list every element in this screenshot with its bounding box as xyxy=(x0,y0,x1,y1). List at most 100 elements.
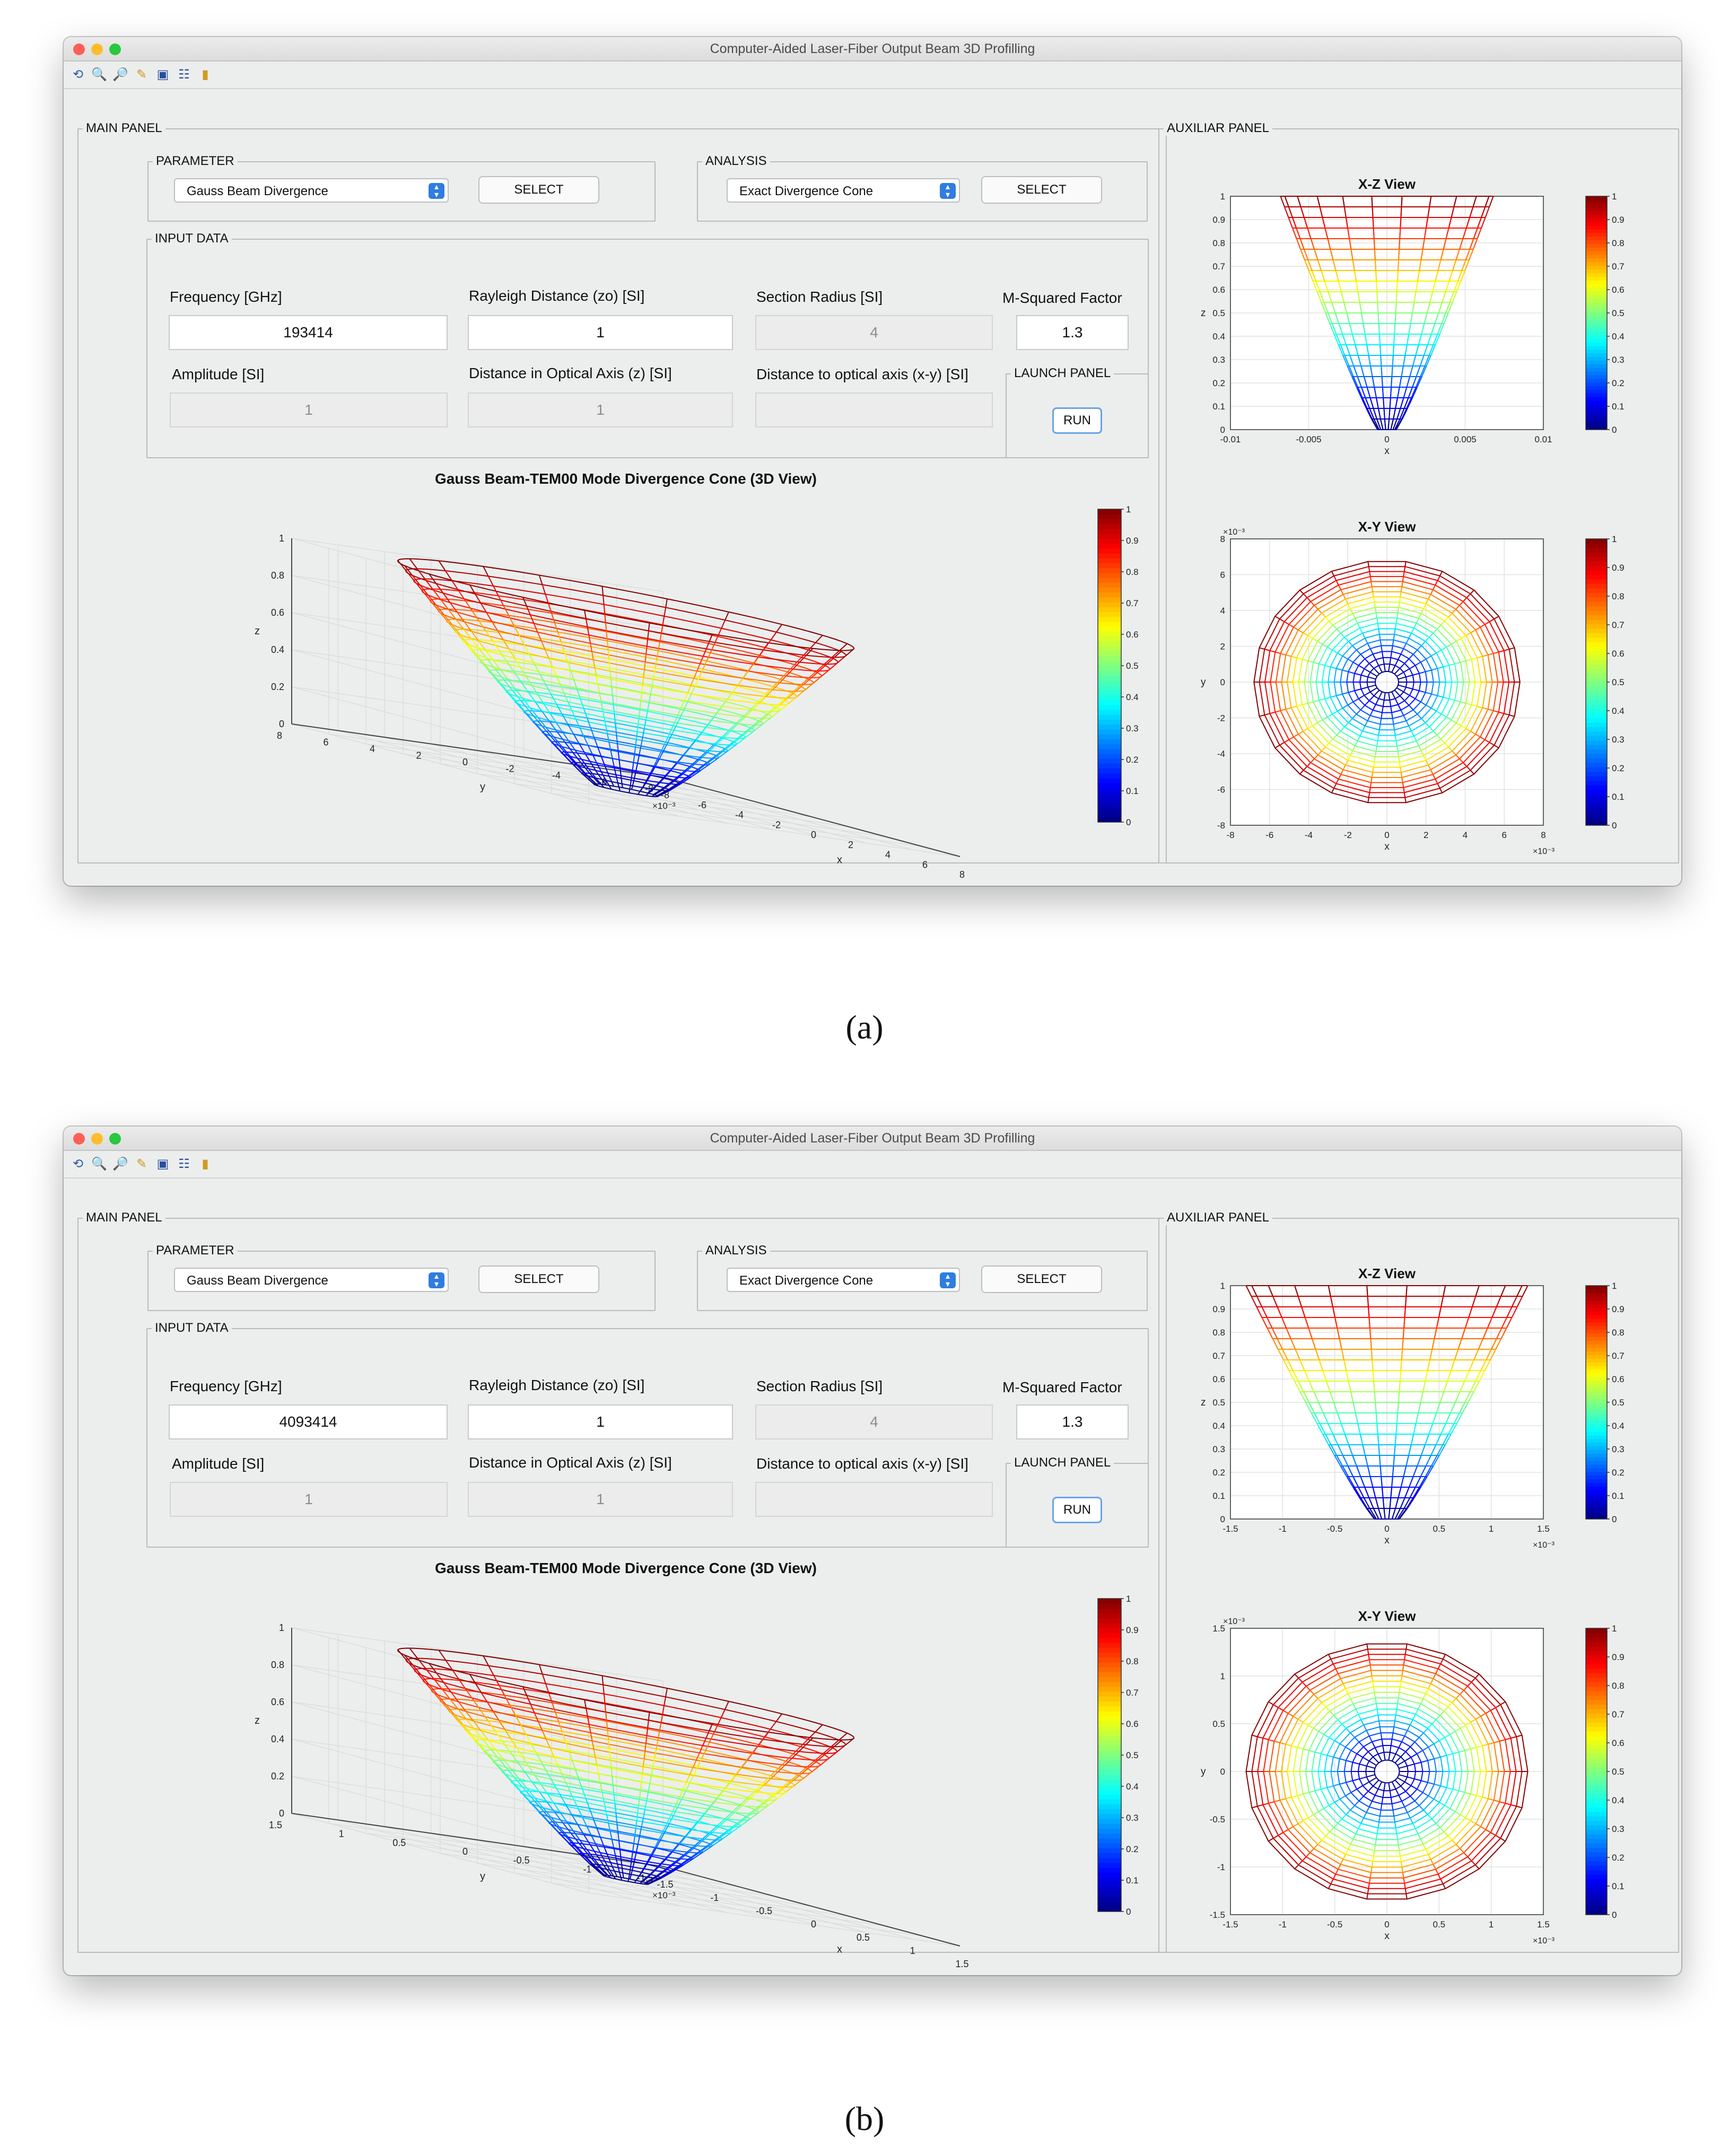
cone-meridian xyxy=(409,1647,418,1659)
frequency-input[interactable]: 4093414 xyxy=(169,1404,448,1439)
cone-meridian xyxy=(775,699,784,708)
parameter-select[interactable]: Gauss Beam Divergence ▴ ▾ xyxy=(174,1268,449,1292)
xz-meridian-line xyxy=(1482,1328,1488,1339)
xy-spoke xyxy=(1480,1713,1486,1717)
insert-colorbar-icon[interactable]: ▮ xyxy=(202,67,209,82)
cone-meridian xyxy=(770,1768,779,1776)
cone-meridian xyxy=(558,1722,563,1732)
cone-meridian xyxy=(732,1804,741,1812)
save-icon[interactable]: ▣ xyxy=(156,1157,169,1171)
xz-meridian-line xyxy=(1417,376,1422,388)
parameter-select-button[interactable]: SELECT xyxy=(478,1265,599,1293)
chart-xy-view[interactable]: -1.5 -1 -0.5 0 0.5 1 1.5-1.5-1-0.500.511.5xy×1… xyxy=(1167,1577,1676,1949)
cone-meridian xyxy=(746,1752,754,1760)
zoom-out-icon[interactable]: 🔎 xyxy=(112,67,128,82)
zoom-window-button[interactable] xyxy=(109,43,121,55)
xy-spoke xyxy=(1404,1649,1407,1655)
floor-gridline xyxy=(477,750,775,831)
xz-meridian-line xyxy=(1329,1391,1334,1403)
colorbar-segment xyxy=(1586,1888,1607,1893)
xy-spoke xyxy=(1452,1840,1457,1845)
xz-meridian-line xyxy=(1426,1465,1434,1477)
xy-spoke xyxy=(1332,1663,1337,1669)
xy-spoke xyxy=(1342,1683,1346,1689)
xy-spoke xyxy=(1459,758,1464,763)
analysis-select[interactable]: Exact Divergence Cone ▴ ▾ xyxy=(727,1268,960,1292)
colorbar-segment xyxy=(1098,1853,1121,1858)
zoom-out-icon[interactable]: 🔎 xyxy=(112,1157,128,1171)
cone-meridian xyxy=(503,679,513,691)
cone-meridian xyxy=(714,1795,721,1803)
analysis-select[interactable]: Exact Divergence Cone ▴ ▾ xyxy=(727,178,960,203)
section-radius-label: Section Radius [SI] xyxy=(756,289,883,305)
xy-spoke xyxy=(1395,1828,1398,1834)
xy-spoke xyxy=(1400,1856,1402,1862)
xy-spoke xyxy=(1350,1788,1357,1793)
frequency-input[interactable]: 193414 xyxy=(169,315,448,350)
rayleigh-input[interactable]: 1 xyxy=(468,315,733,350)
xz-meridian-line xyxy=(1394,1434,1397,1445)
colorbar-segment xyxy=(1098,1711,1121,1716)
cone-meridian xyxy=(601,586,604,596)
analysis-select-button[interactable]: SELECT xyxy=(981,1265,1102,1293)
y-tick-label: 0.7 xyxy=(1212,1351,1225,1361)
insert-legend-icon[interactable]: ☷ xyxy=(178,1157,190,1171)
chart-xz-view[interactable]: -1.5 -1 -0.5 0 0.5 1 1.500.10.20.30.40.50.60.7… xyxy=(1167,1222,1676,1572)
analysis-select-button[interactable]: SELECT xyxy=(981,176,1102,204)
xy-spoke xyxy=(1475,734,1481,738)
xz-meridian-line xyxy=(1352,1455,1357,1467)
m-squared-input[interactable]: 1.3 xyxy=(1016,315,1129,350)
cone-meridian xyxy=(697,762,708,770)
xz-meridian-line xyxy=(1348,1444,1353,1456)
cone-meridian xyxy=(593,737,598,747)
xy-spoke xyxy=(1480,1826,1486,1830)
cone-meridian xyxy=(617,1864,620,1873)
chart-3d-view[interactable]: -1.5-1-0.500.511.5-1.5-1-0.500.511.500.2… xyxy=(95,1546,1156,1970)
rayleigh-input[interactable]: 1 xyxy=(468,1404,733,1439)
xy-spoke xyxy=(1344,636,1349,642)
xy-spoke xyxy=(1427,1758,1435,1761)
cone-meridian xyxy=(638,716,640,725)
chart-3d-view[interactable]: -8-6-4-202468-8-6-4-20246800.20.40.60.81… xyxy=(95,456,1156,880)
cone-meridian xyxy=(537,632,542,641)
close-window-button[interactable] xyxy=(73,1133,85,1145)
xz-meridian-line xyxy=(1366,344,1369,356)
xy-spoke xyxy=(1368,1883,1370,1889)
insert-legend-icon[interactable]: ☷ xyxy=(178,67,190,82)
minimize-window-button[interactable] xyxy=(91,1133,103,1145)
xz-meridian-line xyxy=(1347,228,1350,239)
cone-meridian xyxy=(607,1856,613,1867)
xz-meridian-line xyxy=(1366,408,1373,420)
cone-meridian xyxy=(409,558,418,570)
cone-meridian xyxy=(675,718,680,727)
xy-ring xyxy=(1374,671,1400,693)
xz-meridian-line xyxy=(1332,1306,1336,1318)
xz-meridian-line xyxy=(1419,355,1425,366)
minimize-window-button[interactable] xyxy=(91,43,103,55)
colorbar-segment xyxy=(1586,1402,1607,1407)
xy-spoke xyxy=(1373,1779,1379,1787)
z-tick-label: 0.2 xyxy=(271,682,284,692)
xy-spoke xyxy=(1400,1675,1403,1682)
run-button[interactable]: RUN xyxy=(1052,407,1102,434)
data-cursor-icon[interactable]: ✎ xyxy=(136,1157,147,1171)
zoom-in-icon[interactable]: 🔍 xyxy=(91,67,107,82)
zoom-in-icon[interactable]: 🔍 xyxy=(91,1157,107,1171)
x-tick-label: 2 xyxy=(1424,830,1428,840)
save-icon[interactable]: ▣ xyxy=(156,67,169,82)
insert-colorbar-icon[interactable]: ▮ xyxy=(202,1157,209,1171)
parameter-select-button[interactable]: SELECT xyxy=(478,176,599,204)
chart-xz-view[interactable]: -0.01 -0.005 0 0.005 0.0100.10.20.30.40.50.6… xyxy=(1167,133,1676,483)
run-button[interactable]: RUN xyxy=(1052,1497,1102,1523)
close-window-button[interactable] xyxy=(73,43,85,55)
parameter-select[interactable]: Gauss Beam Divergence ▴ ▾ xyxy=(174,178,449,203)
data-cursor-icon[interactable]: ✎ xyxy=(136,67,147,82)
colorbar-segment xyxy=(1586,543,1607,548)
xz-meridian-line xyxy=(1334,1317,1338,1329)
colorbar-segment xyxy=(1098,1872,1121,1878)
rotate-icon[interactable]: ⟲ xyxy=(72,67,84,82)
m-squared-input[interactable]: 1.3 xyxy=(1016,1404,1129,1439)
zoom-window-button[interactable] xyxy=(109,1133,121,1145)
rotate-icon[interactable]: ⟲ xyxy=(72,1157,84,1171)
